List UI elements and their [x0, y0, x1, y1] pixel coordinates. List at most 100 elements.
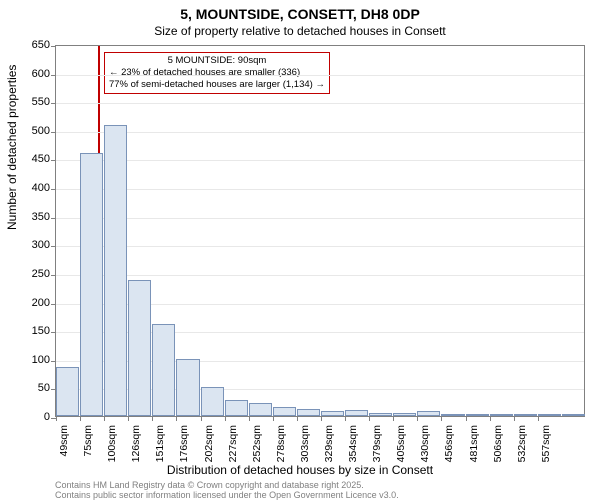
- histogram-bar: [369, 413, 392, 416]
- xtick-label: 506sqm: [492, 425, 504, 485]
- xtick-label: 100sqm: [106, 425, 118, 485]
- xtick-mark: [80, 416, 81, 421]
- ytick-label: 400: [10, 182, 50, 194]
- histogram-bar: [490, 414, 513, 416]
- histogram-bar: [345, 410, 368, 416]
- xtick-mark: [490, 416, 491, 421]
- xtick-label: 354sqm: [347, 425, 359, 485]
- ytick-label: 100: [10, 354, 50, 366]
- ytick-mark: [51, 332, 56, 333]
- histogram-bar: [562, 414, 585, 416]
- xtick-label: 202sqm: [203, 425, 215, 485]
- xtick-mark: [417, 416, 418, 421]
- histogram-bar: [201, 387, 224, 416]
- histogram-bar: [466, 414, 489, 416]
- xtick-mark: [104, 416, 105, 421]
- xtick-label: 379sqm: [371, 425, 383, 485]
- ytick-mark: [51, 46, 56, 47]
- ytick-mark: [51, 160, 56, 161]
- gridline: [56, 103, 584, 104]
- xtick-mark: [441, 416, 442, 421]
- ytick-label: 550: [10, 96, 50, 108]
- ytick-label: 500: [10, 125, 50, 137]
- histogram-bar: [128, 280, 151, 416]
- xtick-label: 430sqm: [419, 425, 431, 485]
- gridline: [56, 275, 584, 276]
- ytick-mark: [51, 75, 56, 76]
- histogram-bar: [152, 324, 175, 416]
- xtick-label: 75sqm: [82, 425, 94, 485]
- ytick-label: 250: [10, 268, 50, 280]
- ytick-label: 600: [10, 68, 50, 80]
- annotation-box: 5 MOUNTSIDE: 90sqm ← 23% of detached hou…: [104, 52, 330, 94]
- histogram-bar: [273, 407, 296, 416]
- xtick-label: 176sqm: [178, 425, 190, 485]
- histogram-bar: [538, 414, 561, 416]
- gridline: [56, 189, 584, 190]
- ytick-mark: [51, 218, 56, 219]
- xtick-label: 532sqm: [516, 425, 528, 485]
- ytick-mark: [51, 103, 56, 104]
- xtick-label: 49sqm: [58, 425, 70, 485]
- annotation-line1: 5 MOUNTSIDE: 90sqm: [109, 55, 325, 67]
- xtick-mark: [514, 416, 515, 421]
- chart-subtitle: Size of property relative to detached ho…: [0, 24, 600, 38]
- y-axis-label: Number of detached properties: [5, 65, 19, 230]
- chart-container: 5, MOUNTSIDE, CONSETT, DH8 0DP Size of p…: [0, 0, 600, 500]
- xtick-mark: [393, 416, 394, 421]
- histogram-bar: [249, 403, 272, 416]
- gridline: [56, 160, 584, 161]
- ytick-mark: [51, 189, 56, 190]
- xtick-label: 126sqm: [130, 425, 142, 485]
- xtick-mark: [345, 416, 346, 421]
- gridline: [56, 218, 584, 219]
- xtick-mark: [201, 416, 202, 421]
- ytick-mark: [51, 361, 56, 362]
- xtick-label: 405sqm: [395, 425, 407, 485]
- annotation-line2: ← 23% of detached houses are smaller (33…: [109, 67, 325, 79]
- xtick-mark: [225, 416, 226, 421]
- xtick-mark: [273, 416, 274, 421]
- xtick-label: 303sqm: [299, 425, 311, 485]
- xtick-label: 252sqm: [251, 425, 263, 485]
- gridline: [56, 75, 584, 76]
- ytick-label: 650: [10, 39, 50, 51]
- histogram-bar: [441, 414, 464, 416]
- xtick-label: 456sqm: [443, 425, 455, 485]
- xtick-label: 151sqm: [154, 425, 166, 485]
- gridline: [56, 246, 584, 247]
- histogram-bar: [297, 409, 320, 416]
- ytick-label: 200: [10, 297, 50, 309]
- xtick-mark: [297, 416, 298, 421]
- xtick-label: 557sqm: [540, 425, 552, 485]
- chart-title: 5, MOUNTSIDE, CONSETT, DH8 0DP: [0, 6, 600, 22]
- xtick-mark: [152, 416, 153, 421]
- xtick-mark: [369, 416, 370, 421]
- histogram-bar: [104, 125, 127, 416]
- xtick-mark: [466, 416, 467, 421]
- histogram-bar: [176, 359, 199, 416]
- xtick-label: 329sqm: [323, 425, 335, 485]
- ytick-label: 450: [10, 153, 50, 165]
- histogram-bar: [80, 153, 103, 416]
- histogram-bar: [393, 413, 416, 416]
- ytick-label: 350: [10, 211, 50, 223]
- ytick-mark: [51, 275, 56, 276]
- ytick-mark: [51, 304, 56, 305]
- plot-area: 5 MOUNTSIDE: 90sqm ← 23% of detached hou…: [55, 45, 585, 417]
- xtick-label: 481sqm: [468, 425, 480, 485]
- xtick-mark: [249, 416, 250, 421]
- xtick-mark: [538, 416, 539, 421]
- gridline: [56, 132, 584, 133]
- xtick-label: 227sqm: [227, 425, 239, 485]
- histogram-bar: [514, 414, 537, 416]
- histogram-bar: [321, 411, 344, 416]
- xtick-mark: [176, 416, 177, 421]
- xtick-mark: [321, 416, 322, 421]
- histogram-bar: [225, 400, 248, 416]
- histogram-bar: [56, 367, 79, 416]
- ytick-label: 0: [10, 411, 50, 423]
- annotation-line3: 77% of semi-detached houses are larger (…: [109, 79, 325, 91]
- footer-line2: Contains public sector information licen…: [55, 490, 399, 500]
- ytick-label: 50: [10, 382, 50, 394]
